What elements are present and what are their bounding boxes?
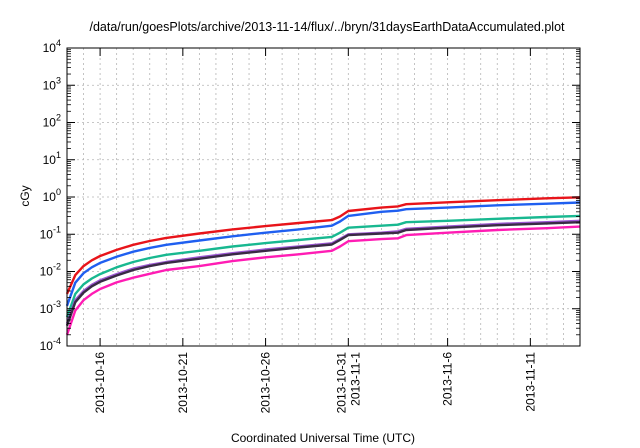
y-axis-label: cGy <box>18 185 32 206</box>
x-tick-label: 2013-11-1 <box>348 352 362 406</box>
series-line-4 <box>65 219 581 325</box>
y-tick-label: 10-2 <box>40 262 61 279</box>
x-tick-label: 2013-11-6 <box>441 352 455 406</box>
y-tick-label: 10-1 <box>40 224 61 241</box>
x-axis: 2013-10-16 2013-10-21 2013-10-26 2013-10-31… <box>93 48 537 413</box>
x-tick-label: 2013-10-26 <box>259 352 273 414</box>
series-layer <box>65 196 581 336</box>
y-tick-label: 10-3 <box>40 299 61 316</box>
grid <box>67 48 580 346</box>
x-tick-label: 2013-10-31 <box>334 352 348 414</box>
series-line-3 <box>65 214 581 318</box>
x-tick-label: 2013-11-11 <box>523 352 537 412</box>
y-tick-label: 100 <box>43 187 61 204</box>
y-tick-label: 10-4 <box>40 336 61 353</box>
x-tick-label: 2013-10-21 <box>176 352 190 414</box>
series-line-1 <box>65 196 581 295</box>
series-line-2 <box>65 201 581 307</box>
series-line-5 <box>65 221 581 327</box>
y-tick-label: 102 <box>43 113 61 130</box>
y-tick-label: 104 <box>43 38 61 55</box>
y-tick-label: 103 <box>43 75 61 92</box>
y-axis: 10-4 10-3 10-2 10-1 100 101 102 103 104 <box>40 38 580 353</box>
x-tick-label: 2013-10-16 <box>93 352 107 414</box>
chart-title: /data/run/goesPlots/archive/2013-11-14/f… <box>89 20 565 34</box>
x-axis-label: Coordinated Universal Time (UTC) <box>231 431 415 445</box>
series-line-6 <box>65 225 581 336</box>
y-tick-label: 101 <box>43 150 61 167</box>
